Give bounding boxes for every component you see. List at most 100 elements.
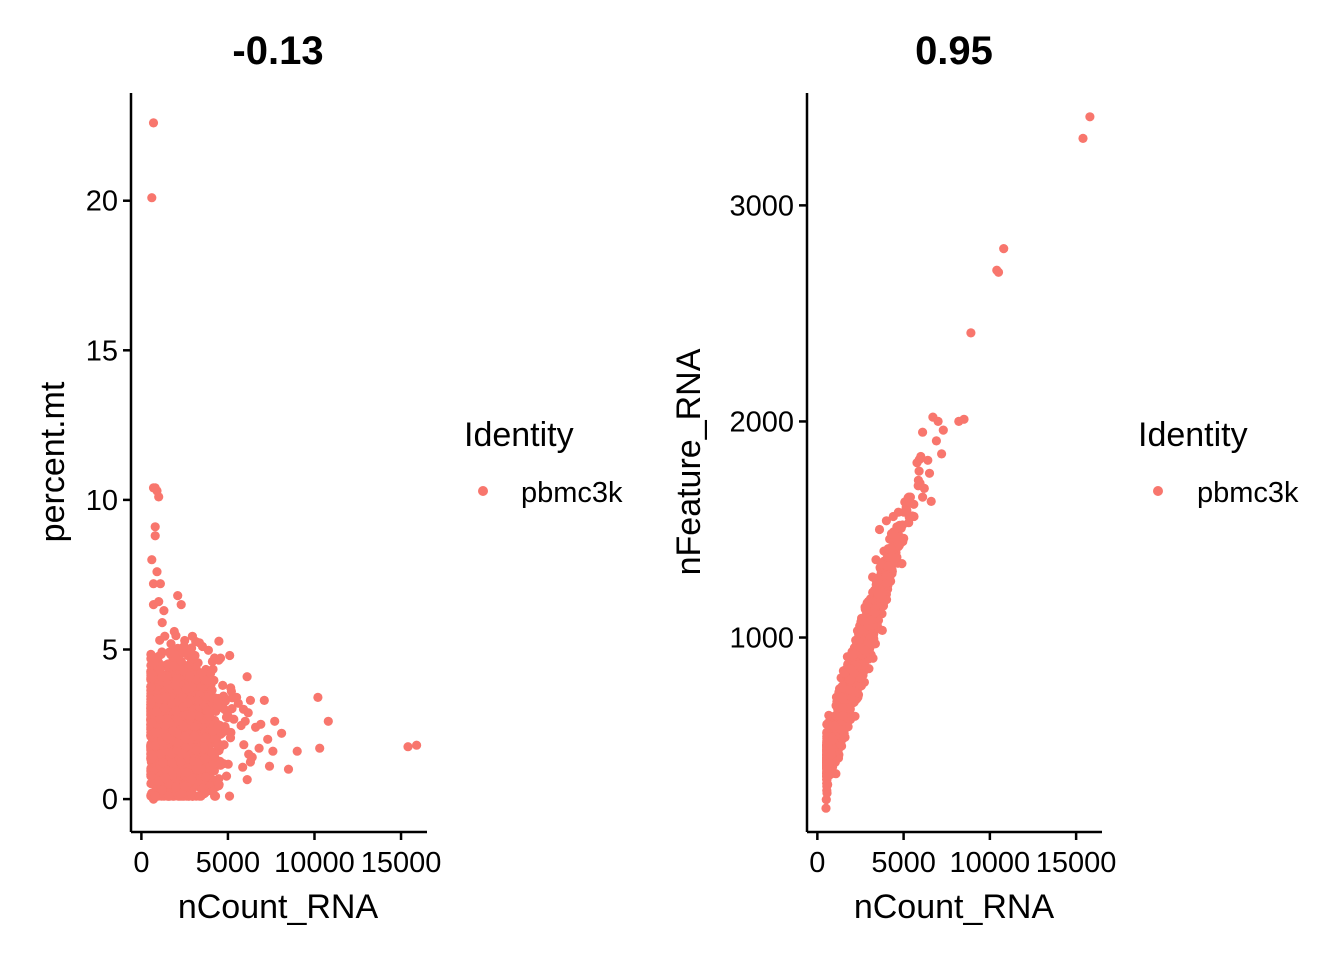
- panel-1-x-ticks: 0 5000 10000 15000: [133, 832, 441, 879]
- data-point: [201, 675, 211, 685]
- data-point: [186, 711, 196, 721]
- data-point: [170, 650, 180, 660]
- panel-1-legend: Identity pbmc3k: [464, 416, 623, 509]
- data-point: [155, 749, 165, 759]
- data-point: [169, 626, 179, 637]
- data-point: [924, 468, 935, 478]
- data-point: [158, 757, 168, 768]
- panel-1-y-axis-title: percent.mt: [34, 381, 72, 542]
- panel-2-y-axis-title: nFeature_RNA: [670, 348, 708, 575]
- panel-2-legend: Identity pbmc3k: [1138, 416, 1299, 509]
- data-point: [256, 719, 266, 729]
- data-point: [897, 559, 907, 569]
- data-point: [148, 579, 159, 589]
- panel-2-legend-label: pbmc3k: [1197, 477, 1299, 509]
- data-point: [175, 788, 185, 799]
- data-point: [170, 680, 181, 690]
- data-point: [824, 758, 835, 768]
- data-point: [178, 647, 188, 658]
- data-point: [873, 589, 884, 599]
- data-point: [167, 770, 178, 780]
- data-point: [923, 455, 933, 465]
- data-point: [199, 743, 209, 754]
- y-tick-label: 0: [102, 784, 118, 816]
- data-point: [176, 656, 186, 666]
- y-tick-label: 10: [86, 485, 118, 517]
- data-point: [866, 615, 876, 625]
- data-point: [150, 740, 160, 751]
- data-point: [169, 661, 179, 671]
- panel-2-title: 0.95: [915, 29, 993, 73]
- panel-1-title: -0.13: [232, 29, 323, 73]
- data-point: [846, 675, 856, 685]
- y-tick-label: 20: [86, 186, 118, 218]
- data-point: [823, 779, 833, 790]
- data-point: [147, 193, 157, 203]
- data-point: [146, 698, 156, 708]
- data-point: [161, 773, 171, 783]
- data-point: [207, 748, 217, 758]
- data-point: [171, 782, 181, 792]
- data-point: [223, 759, 233, 769]
- panel-2-x-ticks: 0 5000 10000 15000: [809, 832, 1116, 879]
- data-point: [888, 511, 898, 522]
- data-point: [838, 683, 848, 693]
- panel-1-y-ticks: 0 5 10 15 20: [86, 186, 131, 816]
- data-point: [167, 758, 177, 768]
- data-point: [154, 694, 164, 704]
- data-point: [216, 758, 226, 768]
- data-point: [155, 714, 165, 724]
- data-point: [212, 702, 222, 712]
- data-point: [146, 669, 156, 679]
- data-point: [238, 762, 248, 772]
- data-point: [870, 608, 880, 618]
- data-point: [147, 718, 157, 728]
- x-tick-label: 0: [809, 847, 825, 879]
- data-point: [909, 511, 919, 522]
- data-point: [146, 771, 156, 781]
- data-point: [156, 649, 166, 659]
- data-point: [914, 466, 924, 476]
- data-point: [159, 606, 169, 616]
- data-point: [187, 775, 197, 785]
- data-point: [210, 791, 221, 801]
- data-point: [270, 716, 280, 726]
- data-point: [155, 635, 165, 645]
- data-point: [181, 684, 191, 694]
- data-point: [152, 567, 162, 577]
- data-point: [938, 425, 948, 435]
- data-point: [148, 751, 158, 761]
- y-tick-label: 1000: [729, 623, 794, 655]
- data-point: [229, 714, 239, 724]
- data-point: [822, 788, 832, 798]
- x-tick-label: 5000: [196, 847, 261, 879]
- data-point: [277, 728, 287, 738]
- data-point: [214, 636, 224, 646]
- scatter-panel-2: 0.95 1000 2000 3000 0 5000 10000 15000 nCount…: [670, 29, 1299, 926]
- panel-1-legend-key: [478, 486, 488, 496]
- data-point: [225, 733, 236, 743]
- data-point: [826, 745, 836, 755]
- data-point: [150, 791, 160, 801]
- data-point: [259, 695, 269, 706]
- data-point: [242, 672, 252, 682]
- data-point: [239, 740, 249, 750]
- panel-2-legend-title: Identity: [1138, 416, 1248, 454]
- data-point: [157, 672, 167, 682]
- data-point: [173, 715, 183, 726]
- data-point: [200, 733, 210, 743]
- data-point: [171, 706, 181, 716]
- data-point: [848, 650, 858, 660]
- data-point: [931, 436, 942, 446]
- data-point: [238, 704, 249, 714]
- data-point: [147, 555, 157, 565]
- data-point: [160, 720, 170, 731]
- data-point: [201, 772, 211, 782]
- x-tick-label: 10000: [274, 847, 355, 879]
- data-point: [264, 761, 275, 771]
- data-point: [191, 745, 202, 755]
- data-point: [148, 483, 159, 493]
- panel-2-y-ticks: 1000 2000 3000: [729, 190, 807, 655]
- x-tick-label: 10000: [950, 847, 1031, 879]
- data-point: [247, 752, 257, 762]
